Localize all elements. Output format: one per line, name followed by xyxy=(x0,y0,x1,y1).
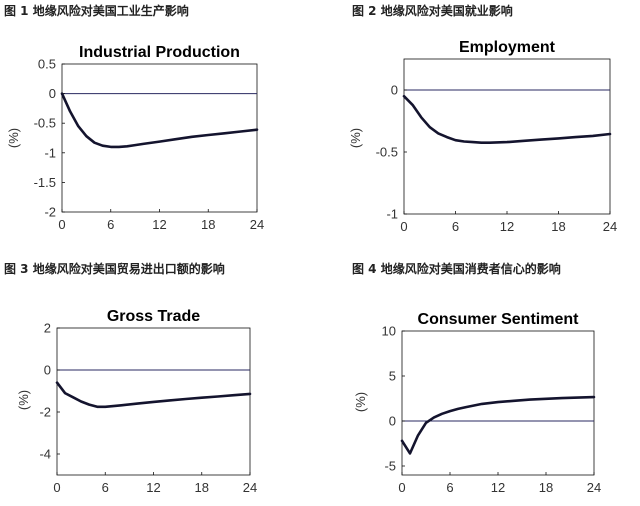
y-tick-label: 0 xyxy=(389,414,396,429)
series-line xyxy=(400,395,596,455)
x-tick-label: 18 xyxy=(195,480,209,495)
x-tick-label: 6 xyxy=(452,219,459,234)
x-tick-label: 0 xyxy=(53,480,60,495)
x-tick-label: 12 xyxy=(491,480,505,495)
y-tick-label: 0 xyxy=(44,363,51,378)
series-line xyxy=(60,92,259,149)
y-tick-label: -4 xyxy=(39,447,51,462)
x-tick-label: 12 xyxy=(152,217,166,232)
y-tick-label: 0 xyxy=(391,83,398,98)
y-tick-label: -1 xyxy=(44,145,56,160)
y-tick-label: 10 xyxy=(382,324,396,339)
series-line xyxy=(55,381,252,409)
y-tick-label: -1.5 xyxy=(34,175,56,190)
x-tick-label: 24 xyxy=(250,217,264,232)
y-tick-label: 2 xyxy=(44,321,51,336)
x-tick-label: 18 xyxy=(551,219,565,234)
y-tick-label: -2 xyxy=(44,205,56,220)
y-tick-label: -0.5 xyxy=(34,116,56,131)
y-axis-label: (%) xyxy=(16,390,31,410)
chart-title: Industrial Production xyxy=(79,44,240,61)
x-tick-label: 0 xyxy=(398,480,405,495)
x-tick-label: 24 xyxy=(587,480,601,495)
x-tick-label: 24 xyxy=(603,219,617,234)
caption-fig1: 图 1 地缘风险对美国工业生产影响 xyxy=(4,4,189,18)
plot-area-frame xyxy=(61,63,258,213)
y-tick-label: 0 xyxy=(49,86,56,101)
x-tick-label: 0 xyxy=(58,217,65,232)
caption-fig2: 图 2 地缘风险对美国就业影响 xyxy=(352,4,513,18)
x-tick-label: 18 xyxy=(201,217,215,232)
y-tick-label: 0.5 xyxy=(38,57,56,72)
x-tick-label: 6 xyxy=(102,480,109,495)
chart-1: 0 6 12 18 24 0.5 0 -0.5 -1 -1.5 -2 Industrial Produ… xyxy=(6,44,264,232)
x-tick-label: 12 xyxy=(500,219,514,234)
x-tick-label: 18 xyxy=(539,480,553,495)
x-tick-label: 6 xyxy=(446,480,453,495)
series-line xyxy=(402,94,612,144)
y-axis-label: (%) xyxy=(6,128,21,148)
x-tick-label: 0 xyxy=(400,219,407,234)
chart-3: 0 6 12 18 24 2 0 -2 -4 Gross Trade (%) xyxy=(16,308,257,495)
chart-title: Gross Trade xyxy=(107,308,200,325)
caption-fig4: 图 4 地缘风险对美国消费者信心的影响 xyxy=(352,262,561,276)
x-tick-label: 24 xyxy=(243,480,257,495)
y-tick-label: -2 xyxy=(39,405,51,420)
chart-title: Employment xyxy=(459,39,556,56)
x-tick-label: 12 xyxy=(146,480,160,495)
y-tick-label: -5 xyxy=(384,459,396,474)
x-tick-label: 6 xyxy=(107,217,114,232)
chart-title: Consumer Sentiment xyxy=(418,311,580,328)
y-tick-label: 5 xyxy=(389,369,396,384)
y-axis-label: (%) xyxy=(348,128,363,148)
y-tick-label: -0.5 xyxy=(376,145,398,160)
y-tick-label: -1 xyxy=(386,207,398,222)
caption-fig3: 图 3 地缘风险对美国贸易进出口额的影响 xyxy=(4,262,225,276)
y-axis-label: (%) xyxy=(353,392,368,412)
chart-2: 0 6 12 18 24 0 -0.5 -1 Employment (%) xyxy=(348,39,617,234)
